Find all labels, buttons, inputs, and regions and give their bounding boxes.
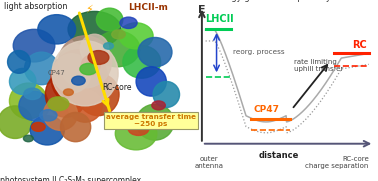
Ellipse shape <box>8 50 30 73</box>
Text: reorg. process: reorg. process <box>233 49 285 55</box>
Ellipse shape <box>77 73 119 116</box>
Text: LHCII-m: LHCII-m <box>129 3 168 12</box>
Text: photosystem II C₂S₂M₂ supercomplex: photosystem II C₂S₂M₂ supercomplex <box>0 176 141 181</box>
Text: CP47: CP47 <box>253 105 279 114</box>
Ellipse shape <box>32 122 45 131</box>
Ellipse shape <box>43 98 77 130</box>
Text: RC: RC <box>352 40 367 50</box>
Ellipse shape <box>136 67 166 96</box>
Ellipse shape <box>53 54 91 93</box>
Ellipse shape <box>40 110 57 121</box>
Ellipse shape <box>153 81 180 108</box>
Ellipse shape <box>68 11 121 47</box>
Ellipse shape <box>59 36 112 88</box>
Text: rate limiting
uphill transfer: rate limiting uphill transfer <box>294 59 343 72</box>
Text: outer
antenna: outer antenna <box>195 156 224 169</box>
Text: E: E <box>198 5 206 15</box>
Ellipse shape <box>9 83 47 119</box>
Text: average transfer time
~250 ps: average transfer time ~250 ps <box>106 114 196 127</box>
Ellipse shape <box>25 52 59 85</box>
Ellipse shape <box>80 34 109 64</box>
Text: RC-core
charge separation: RC-core charge separation <box>305 156 369 169</box>
Ellipse shape <box>152 101 165 110</box>
Text: distance: distance <box>259 151 299 160</box>
Ellipse shape <box>19 91 49 121</box>
Ellipse shape <box>68 90 102 122</box>
Ellipse shape <box>38 15 76 44</box>
Ellipse shape <box>52 41 118 106</box>
Ellipse shape <box>30 116 64 145</box>
Ellipse shape <box>45 72 87 117</box>
Ellipse shape <box>0 106 32 138</box>
Ellipse shape <box>138 37 172 67</box>
Ellipse shape <box>51 50 108 107</box>
Ellipse shape <box>88 50 109 64</box>
Ellipse shape <box>72 76 85 85</box>
Ellipse shape <box>119 23 153 49</box>
Text: energy gradients in photosystem II: energy gradients in photosystem II <box>212 0 360 2</box>
Ellipse shape <box>94 31 140 67</box>
Ellipse shape <box>144 114 153 120</box>
Text: ⚡: ⚡ <box>85 5 93 15</box>
Text: CP47: CP47 <box>48 70 65 76</box>
Text: light absorption: light absorption <box>4 2 67 11</box>
Ellipse shape <box>24 88 41 100</box>
Ellipse shape <box>48 97 69 111</box>
Ellipse shape <box>60 112 91 142</box>
Ellipse shape <box>13 29 55 62</box>
Ellipse shape <box>96 8 123 31</box>
Ellipse shape <box>23 135 33 142</box>
Ellipse shape <box>115 117 157 150</box>
Ellipse shape <box>104 43 113 49</box>
Ellipse shape <box>136 104 174 140</box>
Ellipse shape <box>112 30 125 39</box>
Ellipse shape <box>80 63 97 75</box>
Ellipse shape <box>64 89 73 95</box>
Text: RC-core: RC-core <box>102 83 132 92</box>
Ellipse shape <box>128 122 149 135</box>
Ellipse shape <box>123 46 161 78</box>
Text: LHCII: LHCII <box>206 14 234 24</box>
Ellipse shape <box>9 68 36 94</box>
Ellipse shape <box>81 55 100 75</box>
Ellipse shape <box>120 17 137 29</box>
